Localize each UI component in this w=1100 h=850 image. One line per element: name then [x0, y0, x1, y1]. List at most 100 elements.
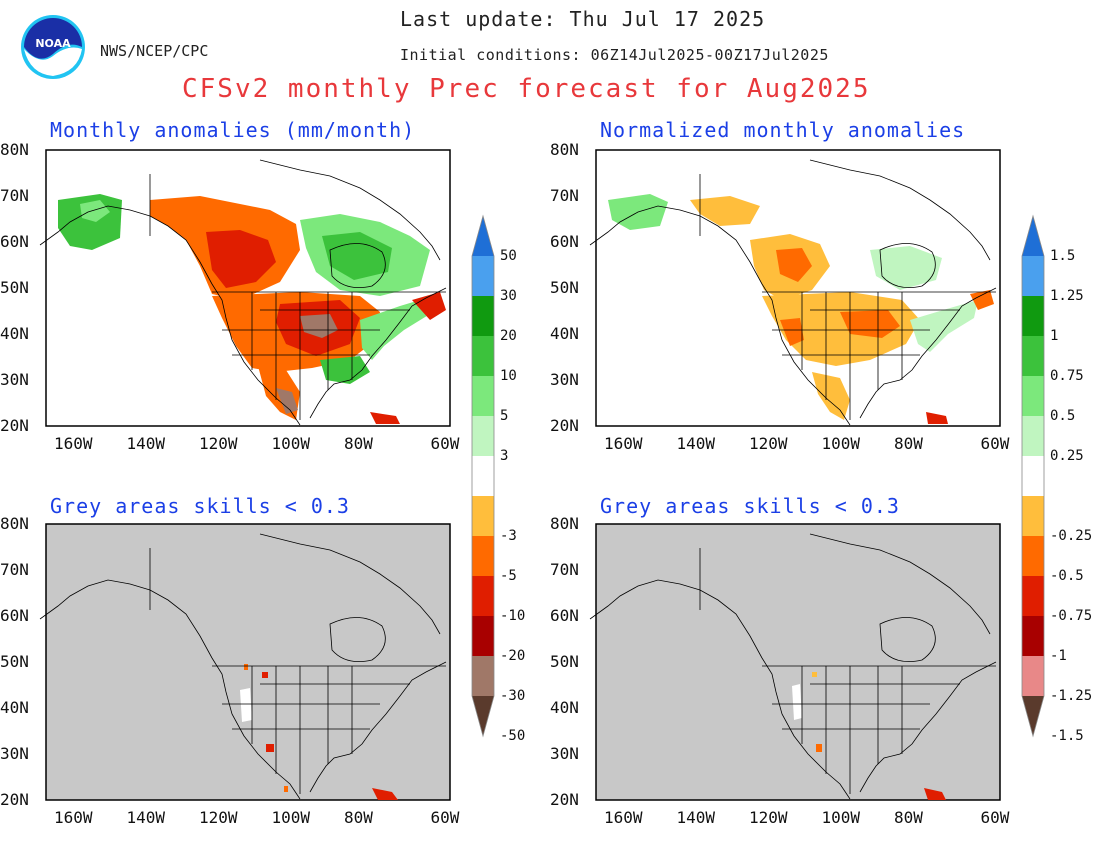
lon-tick-label: 80W: [893, 434, 923, 453]
colorbar-anomaly-label: 50: [500, 248, 517, 264]
map-panel-anomaly: [39, 149, 451, 427]
lat-tick-label: 50N: [550, 278, 579, 297]
map-panel-skill-anomaly: [39, 523, 451, 801]
lon-tick-label: 120W: [748, 808, 788, 827]
noaa-logo-icon: NOAA: [21, 15, 85, 79]
precip-normalized-field: [589, 159, 997, 426]
lon-tick-label: 120W: [198, 434, 238, 453]
colorbar-anomaly-label: 20: [500, 328, 517, 344]
lat-tick-label: 70N: [0, 560, 29, 579]
last-update: Last update: Thu Jul 17 2025: [400, 7, 766, 31]
colorbar-normalized-segment: [1022, 336, 1044, 376]
lon-tick-label: 60W: [980, 434, 1010, 453]
initial-conditions: Initial conditions: 06Z14Jul2025-00Z17Ju…: [400, 46, 829, 64]
colorbar-normalized-segment: [1022, 576, 1044, 616]
colorbar-anomaly-label: -5: [500, 568, 517, 584]
lat-tick-label: 40N: [0, 324, 29, 343]
lon-tick-label: 160W: [54, 434, 93, 453]
colorbar-normalized-segment: [1022, 456, 1044, 496]
colorbar-anomaly-segment: [472, 456, 494, 496]
colorbar-anomaly-segment: [472, 336, 494, 376]
lat-tick-label: 20N: [0, 790, 29, 809]
colorbar-anomaly-label: 30: [500, 288, 517, 304]
colorbar-normalized-segment: [1022, 616, 1044, 656]
lat-tick-label: 30N: [0, 370, 29, 389]
lon-tick-label: 160W: [604, 434, 643, 453]
lon-tick-label: 80W: [343, 808, 373, 827]
colorbar-anomaly-segment: [472, 536, 494, 576]
colorbar-anomaly-segment: [472, 656, 494, 696]
lon-tick-label: 80W: [893, 808, 923, 827]
panel-title-skill-anomaly: Grey areas skills < 0.3: [50, 494, 350, 518]
colorbar-normalized-segment: [1022, 496, 1044, 536]
colorbar-anomaly-bottom-arrow: [472, 696, 494, 736]
map-panel-skill-normalized: [589, 523, 1001, 801]
lat-tick-label: 80N: [0, 140, 29, 159]
colorbar-anomaly-label: 10: [500, 368, 517, 384]
lat-tick-label: 60N: [0, 232, 29, 251]
colorbar-normalized-segment: [1022, 296, 1044, 336]
lon-tick-label: 140W: [126, 808, 166, 827]
colorbar-normalized-label: 0.5: [1050, 408, 1076, 424]
lat-tick-label: 50N: [0, 652, 29, 671]
lon-tick-label: 60W: [430, 808, 460, 827]
colorbar-anomaly-top-arrow: [472, 216, 494, 256]
colorbar-normalized-label: -0.5: [1050, 568, 1084, 584]
colorbar-normalized-segment: [1022, 536, 1044, 576]
colorbar-normalized-top-arrow: [1022, 216, 1044, 256]
lat-tick-label: 80N: [0, 514, 29, 533]
lat-tick-label: 70N: [550, 560, 579, 579]
colorbar-normalized-label: 1.5: [1050, 248, 1076, 264]
lat-tick-label: 20N: [550, 416, 579, 435]
lon-tick-label: 100W: [271, 434, 311, 453]
lat-tick-label: 70N: [0, 186, 29, 205]
lon-tick-label: 140W: [676, 808, 716, 827]
colorbar-anomaly-label: -10: [500, 608, 526, 624]
lat-tick-label: 30N: [550, 744, 579, 763]
lat-tick-label: 40N: [550, 324, 579, 343]
lat-tick-label: 50N: [0, 278, 29, 297]
colorbar-normalized-bottom-arrow: [1022, 696, 1044, 736]
lon-tick-label: 160W: [54, 808, 93, 827]
colorbar-normalized-label: -1.5: [1050, 728, 1084, 744]
map-panel-normalized: [589, 149, 1001, 427]
colorbar-normalized: [1021, 214, 1045, 738]
colorbar-normalized-label: 1.25: [1050, 288, 1084, 304]
colorbar-normalized-segment: [1022, 656, 1044, 696]
agency-label: NWS/NCEP/CPC: [100, 42, 209, 60]
colorbar-anomaly-label: -3: [500, 528, 517, 544]
colorbar-anomaly-label: 3: [500, 448, 509, 464]
lat-tick-label: 80N: [550, 514, 579, 533]
colorbar-anomaly-segment: [472, 616, 494, 656]
colorbar-anomaly-segment: [472, 256, 494, 296]
colorbar-normalized-segment: [1022, 376, 1044, 416]
skill-anomaly-field: [39, 533, 447, 800]
lat-tick-label: 30N: [550, 370, 579, 389]
colorbar-normalized-label: -0.75: [1050, 608, 1093, 624]
lon-tick-label: 140W: [126, 434, 166, 453]
lat-tick-label: 20N: [0, 416, 29, 435]
lat-tick-label: 80N: [550, 140, 579, 159]
colorbar-anomaly-segment: [472, 296, 494, 336]
colorbar-normalized-label: -1.25: [1050, 688, 1093, 704]
colorbar-anomaly-label: -30: [500, 688, 526, 704]
lat-tick-label: 60N: [550, 232, 579, 251]
lon-tick-label: 140W: [676, 434, 716, 453]
colorbar-normalized-label: -1: [1050, 648, 1067, 664]
lon-tick-label: 100W: [821, 434, 861, 453]
colorbar-normalized-label: -0.25: [1050, 528, 1093, 544]
lat-tick-label: 40N: [0, 698, 29, 717]
lat-tick-label: 40N: [550, 698, 579, 717]
lon-tick-label: 100W: [821, 808, 861, 827]
lon-tick-label: 160W: [604, 808, 643, 827]
skill-normalized-field: [589, 533, 997, 800]
colorbar-anomaly-label: 5: [500, 408, 509, 424]
colorbar-anomaly: [471, 214, 495, 738]
lon-tick-label: 100W: [271, 808, 311, 827]
noaa-logo-text: NOAA: [35, 37, 71, 50]
colorbar-normalized-label: 0.25: [1050, 448, 1084, 464]
colorbar-normalized-segment: [1022, 256, 1044, 296]
lat-tick-label: 50N: [550, 652, 579, 671]
lat-tick-label: 60N: [0, 606, 29, 625]
